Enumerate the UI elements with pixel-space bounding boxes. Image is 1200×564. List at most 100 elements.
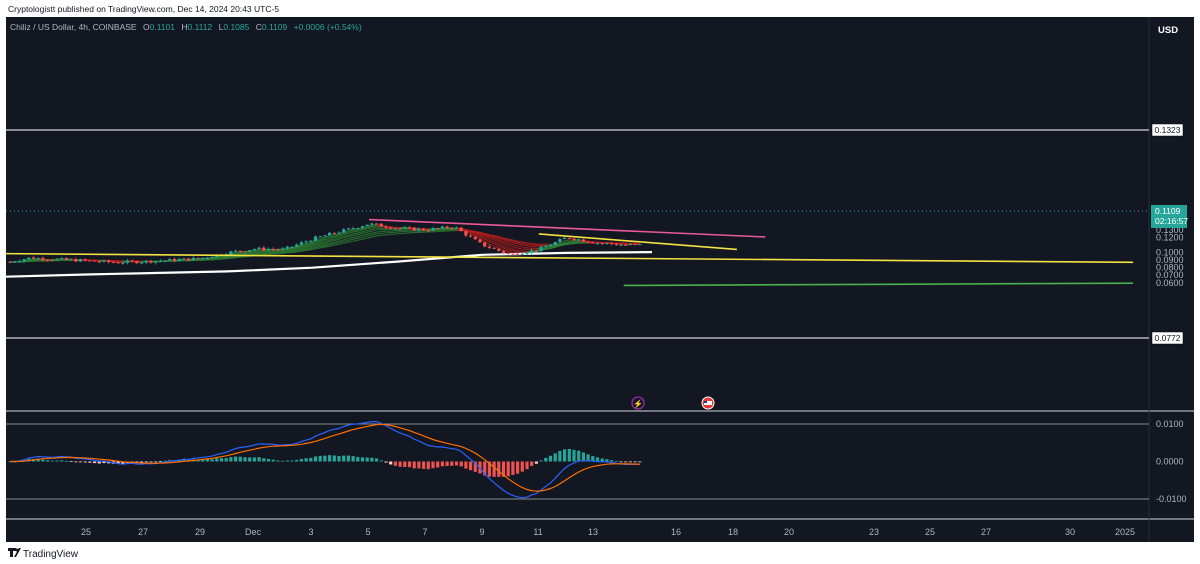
ribbon-seg-6-105 [498, 236, 504, 240]
hist-bar-88 [422, 461, 426, 469]
ribbon-seg-5-73 [348, 237, 354, 240]
event-lightning-icon[interactable]: ⚡ [631, 396, 645, 410]
macd-tick-0: 0.0100 [1156, 419, 1184, 429]
ribbon-seg-2-60 [287, 247, 293, 250]
ribbon-seg-0-118 [559, 240, 565, 244]
ribbon-seg-2-78 [371, 226, 377, 229]
candle-body-15 [78, 259, 83, 262]
symbol-legend[interactable]: Chiliz / US Dollar, 4h, COINBASE O0.1101… [10, 22, 362, 32]
date-tick-17: 2025 [1115, 527, 1135, 537]
ribbon-seg-2-46 [221, 255, 227, 258]
candle-body-67 [323, 235, 327, 237]
ribbon-seg-6-118 [559, 243, 565, 246]
ribbon-seg-1-76 [362, 227, 368, 230]
candle-body-13 [69, 259, 73, 261]
candle-body-124 [591, 242, 595, 244]
hist-bar-113 [539, 460, 543, 462]
ribbon-seg-4-75 [357, 232, 363, 236]
hist-bar-73 [351, 456, 355, 462]
hist-bar-123 [586, 454, 590, 462]
macd-line [9, 421, 640, 499]
ribbon-seg-3-77 [367, 228, 373, 232]
ribbon-seg-1-51 [244, 251, 250, 253]
ribbon-seg-6-69 [329, 243, 335, 246]
hist-bar-117 [558, 450, 562, 462]
hist-bar-15 [78, 461, 83, 463]
ribbon-seg-2-77 [367, 227, 373, 230]
currency-button[interactable]: USD [1152, 20, 1190, 38]
ribbon-seg-5-68 [324, 242, 330, 245]
candle-body-73 [351, 228, 355, 230]
hist-bar-59 [285, 460, 289, 462]
hist-bar-93 [445, 461, 449, 466]
ribbon-seg-6-63 [301, 248, 307, 251]
hist-bar-119 [567, 448, 571, 462]
event-us-flag-icon[interactable] [701, 396, 715, 410]
hist-bar-133 [633, 461, 637, 463]
hist-bar-81 [389, 461, 393, 465]
date-axis[interactable]: 25 27 29 Dec 3 5 7 9 11 13 16 18 20 23 25 27 30 2025 [81, 527, 1135, 537]
price-tick-5: 0.0900 [1156, 255, 1184, 265]
ribbon-seg-0-70 [334, 233, 340, 236]
ribbon-seg-2-69 [329, 236, 335, 239]
ribbon-seg-4-71 [338, 237, 344, 240]
hist-bar-130 [619, 461, 623, 463]
ribbon-seg-4-64 [306, 245, 311, 248]
ribbon-seg-7-99 [470, 230, 476, 233]
candle-body-14 [74, 259, 78, 262]
hist-bar-20 [102, 461, 106, 464]
candle-body-47 [229, 251, 233, 255]
candle-body-3 [22, 259, 26, 262]
ribbon-seg-4-51 [244, 253, 250, 256]
ribbon-seg-3-69 [329, 238, 335, 241]
ribbon-seg-1-77 [367, 225, 373, 229]
candle-body-24 [121, 262, 125, 264]
candle-body-11 [60, 258, 64, 260]
candle-body-79 [379, 223, 383, 227]
ribbon-seg-2-108 [512, 248, 518, 251]
ribbon-seg-5-65 [310, 245, 316, 249]
candle-body-63 [304, 241, 308, 243]
hist-bar-44 [215, 458, 219, 462]
ribbon-seg-0-74 [353, 228, 358, 231]
hist-bar-29 [144, 461, 148, 463]
ribbon-seg-5-77 [367, 232, 373, 235]
candle-body-83 [398, 228, 402, 230]
hist-bar-69 [332, 455, 336, 462]
candle-body-58 [281, 248, 285, 250]
ribbon-seg-3-105 [498, 241, 504, 245]
hist-bar-13 [69, 461, 73, 462]
hist-bar-134 [638, 461, 642, 463]
ribbon-seg-5-75 [357, 234, 363, 238]
hist-bar-6 [36, 458, 40, 462]
hist-bar-115 [548, 455, 553, 462]
moving-average-line[interactable] [5, 251, 653, 278]
ribbon-seg-6-98 [465, 229, 471, 232]
hist-bar-11 [60, 460, 64, 462]
ribbon-seg-0-67 [320, 236, 326, 240]
macd-scale[interactable]: 0.0100 0.0000 -0.0100 [1156, 419, 1187, 504]
date-tick-5: 5 [365, 527, 370, 537]
candle-body-88 [422, 228, 426, 231]
ribbon-seg-6-109 [517, 241, 523, 244]
ribbon-seg-2-102 [484, 237, 490, 241]
ribbon-seg-0-102 [484, 241, 490, 245]
ribbon-seg-6-79 [376, 232, 382, 235]
candle-body-111 [530, 250, 534, 253]
candle-body-18 [93, 260, 97, 262]
ribbon-seg-6-66 [315, 246, 321, 249]
hist-bar-8 [46, 460, 50, 462]
candle-body-8 [46, 259, 50, 261]
hist-bar-94 [450, 461, 454, 466]
candle-body-125 [595, 243, 600, 245]
candle-body-51 [248, 250, 252, 252]
ribbon-seg-6-80 [381, 232, 387, 234]
brand-name: TradingView [23, 549, 79, 560]
candle-body-43 [210, 256, 214, 258]
price-tick-6: 0.0800 [1156, 263, 1184, 273]
trendline-yellow-2 [5, 252, 1134, 264]
ribbon-seg-0-105 [498, 247, 504, 251]
ribbon-seg-7-67 [320, 246, 326, 249]
